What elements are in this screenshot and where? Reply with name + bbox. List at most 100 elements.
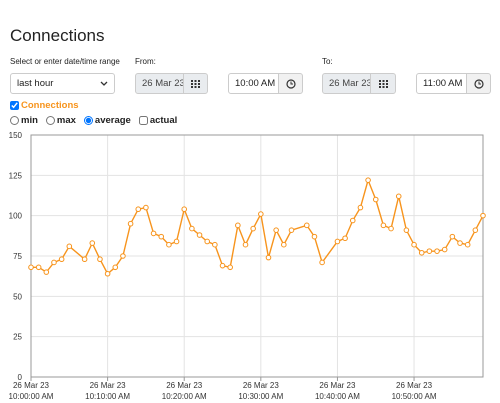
y-tick-label: 0: [18, 373, 23, 382]
range-label: Select or enter date/time range: [10, 57, 120, 66]
y-tick-label: 25: [13, 333, 22, 342]
from-label: From:: [135, 57, 156, 66]
point: [265, 254, 272, 261]
point: [357, 204, 364, 211]
x-tick-label: 26 Mar 23 10:40:00 AM: [315, 381, 360, 401]
point: [281, 241, 287, 248]
x-tick-label-line: 10:20:00 AM: [162, 392, 207, 401]
point: [388, 225, 394, 232]
point: [89, 240, 96, 246]
point: [127, 220, 134, 227]
x-tick-label-line: 10:00:00 AM: [9, 392, 54, 401]
series-checkbox[interactable]: [10, 101, 19, 110]
option: max: [45, 115, 76, 126]
option: min: [10, 115, 38, 126]
x-tick-label-line: 26 Mar 23: [319, 381, 356, 390]
point: [58, 256, 65, 263]
point: [273, 227, 279, 233]
point: [457, 240, 463, 246]
range-selected: last hour: [17, 78, 54, 89]
clock-button[interactable]: [466, 73, 491, 94]
checkbox[interactable]: [138, 116, 148, 125]
point: [449, 233, 456, 240]
radio[interactable]: [10, 116, 19, 125]
point: [441, 246, 448, 253]
point: [418, 249, 425, 256]
point: [242, 241, 249, 248]
from-date[interactable]: 26 Mar 23: [135, 73, 184, 94]
point: [480, 212, 486, 219]
point: [43, 269, 50, 275]
chevron: [100, 81, 108, 86]
point: [342, 235, 348, 242]
y-tick-label: 50: [13, 292, 22, 301]
point: [196, 232, 203, 238]
point: [51, 259, 57, 266]
option-label: min: [21, 115, 38, 126]
point: [365, 177, 371, 183]
range-select[interactable]: last hour: [10, 73, 115, 94]
y-tick-label: 150: [9, 131, 23, 140]
point: [434, 248, 440, 254]
point: [104, 270, 111, 277]
point: [349, 217, 356, 224]
x-tick-label-line: 26 Mar 23: [166, 381, 203, 390]
x-tick-label: 26 Mar 23 10:20:00 AM: [162, 381, 207, 401]
page-title: Connections: [10, 26, 105, 45]
radio[interactable]: [83, 116, 93, 125]
point: [166, 241, 172, 248]
calendar-icon: [191, 79, 200, 88]
y-tick-label: 75: [13, 252, 22, 261]
series-toggle: Connections: [10, 100, 79, 111]
option-label: average: [94, 115, 131, 126]
point: [150, 230, 157, 237]
x-tick-label-line: 26 Mar 23: [90, 381, 127, 390]
point: [250, 225, 256, 232]
point: [212, 241, 218, 248]
x-tick-label: 26 Mar 23 10:50:00 AM: [392, 381, 437, 401]
point: [303, 222, 310, 229]
point: [319, 259, 325, 266]
point: [120, 253, 126, 259]
radio[interactable]: [45, 116, 55, 125]
x-tick-label-line: 10:50:00 AM: [392, 392, 437, 401]
x-tick-label-line: 10:30:00 AM: [238, 392, 283, 401]
aggregation-options: min max average actual: [10, 115, 177, 126]
point: [219, 262, 226, 269]
point: [411, 241, 417, 248]
option: average: [83, 115, 131, 126]
point: [403, 227, 410, 233]
calendar-button[interactable]: [183, 73, 208, 94]
y-tick-label: 125: [9, 171, 23, 180]
plot-frame: [30, 134, 484, 378]
point: [380, 222, 387, 229]
x-tick-label: 26 Mar 23 10:00:00 AM: [9, 381, 54, 401]
point: [235, 222, 241, 229]
clock-icon: [473, 78, 484, 89]
point: [258, 211, 264, 217]
clock-button[interactable]: [278, 73, 303, 94]
point: [334, 238, 341, 245]
point: [81, 256, 88, 263]
point: [288, 227, 295, 233]
point: [189, 225, 195, 232]
point: [426, 248, 433, 254]
to-date[interactable]: 26 Mar 23: [322, 73, 371, 94]
x-tick-label-line: 26 Mar 23: [396, 381, 433, 390]
x-tick-label: 26 Mar 23 10:30:00 AM: [238, 381, 283, 401]
calendar-button[interactable]: [370, 73, 396, 94]
point: [372, 196, 379, 203]
y-tick-label: 100: [9, 212, 23, 221]
point: [464, 241, 471, 248]
point: [112, 264, 119, 271]
point: [97, 256, 103, 263]
x-tick-label-line: 10:10:00 AM: [85, 392, 130, 401]
x-tick-label-line: 26 Mar 23: [243, 381, 280, 390]
calendar-icon: [378, 79, 388, 88]
point: [66, 243, 73, 250]
point: [173, 238, 180, 245]
point: [35, 264, 42, 271]
to-label: To:: [322, 57, 333, 66]
